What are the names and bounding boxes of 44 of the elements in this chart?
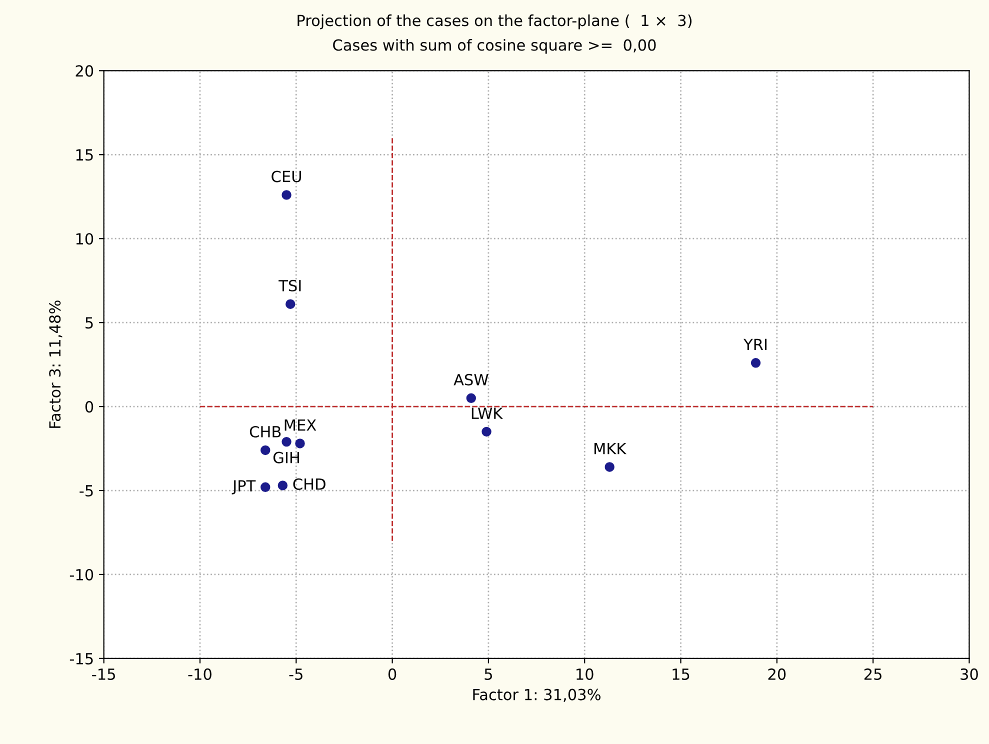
y-tick-label: -10 <box>70 568 94 580</box>
x-tick-label: -5 <box>289 668 302 680</box>
point <box>282 190 292 200</box>
point <box>282 436 292 447</box>
point <box>278 480 288 490</box>
point <box>260 445 270 456</box>
chart-subtitle: Cases with sum of cosine square >= 0,00 <box>333 38 656 54</box>
annotation: CHD <box>293 478 326 490</box>
point <box>286 299 296 309</box>
annotation: MEX <box>284 419 316 431</box>
point <box>466 393 476 404</box>
y-tick-label: 15 <box>76 149 93 161</box>
point <box>750 358 761 368</box>
annotation: JPT <box>232 480 256 494</box>
x-tick-label: 0 <box>388 668 396 680</box>
x-tick-label: 5 <box>484 668 492 680</box>
y-tick-label: -15 <box>70 653 93 664</box>
point <box>482 426 492 437</box>
chart-title: Projection of the cases on the factor-plane ( 1 × 3) <box>298 14 692 30</box>
y-axis-title: Factor 3: 11,48% <box>49 300 62 428</box>
x-tick-label: 15 <box>672 668 690 680</box>
point <box>295 438 305 448</box>
annotation: LWK <box>472 408 503 419</box>
point <box>604 462 614 472</box>
x-tick-label: 25 <box>864 668 882 680</box>
y-tick-label: 10 <box>76 233 94 245</box>
x-axis-title: Factor 1: 31,03% <box>473 688 600 702</box>
annotation: ASW <box>454 374 488 386</box>
point <box>260 482 270 492</box>
x-tick-label: -10 <box>188 668 212 680</box>
annotation: YRI <box>744 338 766 350</box>
annotation: MKK <box>594 442 627 454</box>
y-tick-label: -5 <box>80 485 93 497</box>
y-tick-label: 20 <box>76 65 94 77</box>
x-tick-label: -15 <box>92 668 115 680</box>
x-tick-label: 10 <box>576 668 594 680</box>
annotation: TSI <box>278 280 301 292</box>
annotation: CHB <box>250 426 281 438</box>
annotation: CEU <box>272 170 301 182</box>
y-tick-label: 0 <box>85 401 94 413</box>
x-tick-label: 20 <box>768 668 786 680</box>
x-tick-label: 30 <box>960 668 978 680</box>
annotation: GIH <box>273 452 299 464</box>
y-tick-label: 5 <box>86 317 93 329</box>
